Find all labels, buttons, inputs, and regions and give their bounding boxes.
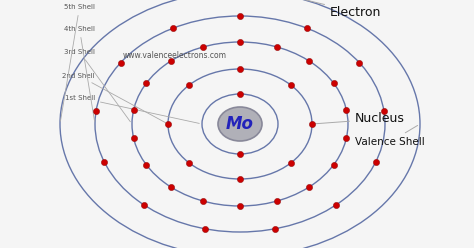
Text: 1st Shell: 1st Shell <box>65 94 199 124</box>
Text: 4th Shell: 4th Shell <box>64 26 95 121</box>
Text: 3rd Shell: 3rd Shell <box>64 49 130 122</box>
Text: 5th Shell: 5th Shell <box>61 4 95 121</box>
Text: Mo: Mo <box>226 115 254 133</box>
Text: Electron: Electron <box>263 0 382 19</box>
Text: www.valenceelectrons.com: www.valenceelectrons.com <box>123 51 227 60</box>
Text: 2nd Shell: 2nd Shell <box>63 73 165 123</box>
Text: Nucleus: Nucleus <box>315 113 405 125</box>
Text: Valence Shell: Valence Shell <box>355 125 425 147</box>
Ellipse shape <box>218 107 262 141</box>
